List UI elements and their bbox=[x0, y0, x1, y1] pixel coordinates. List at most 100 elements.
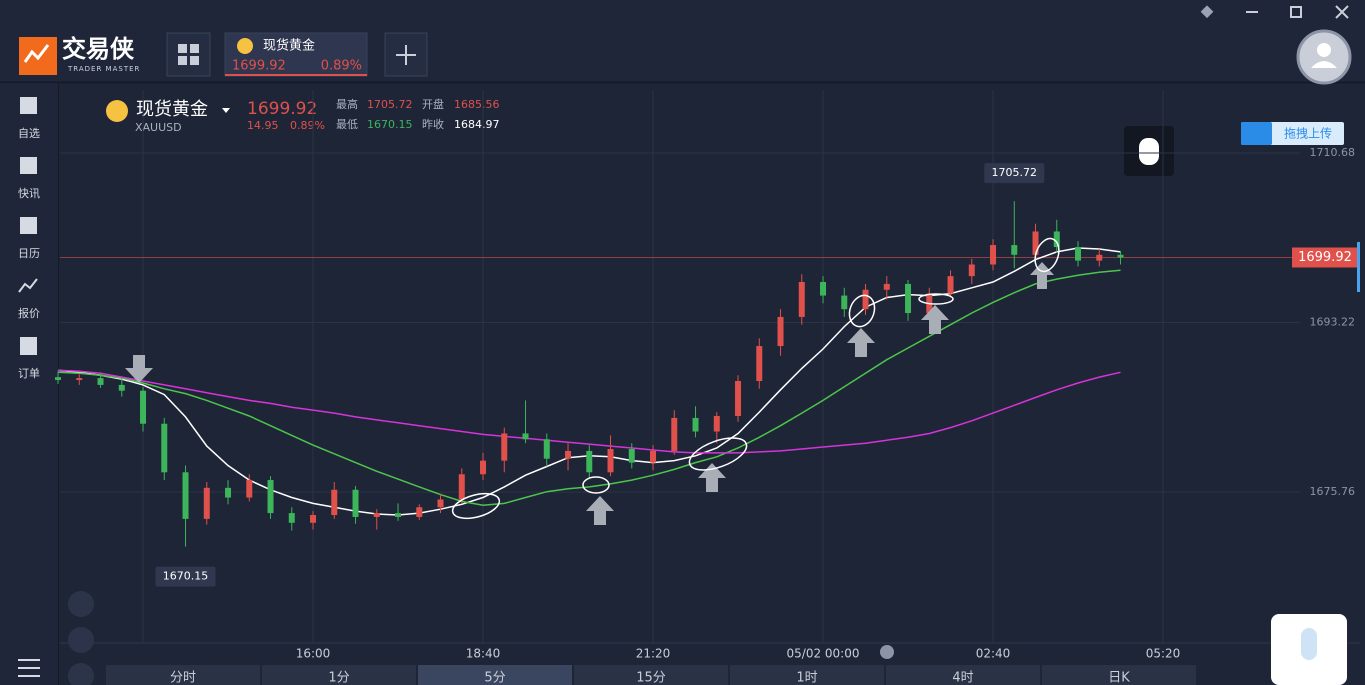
sidebar-label[interactable]: 报价 bbox=[18, 306, 40, 320]
period-label[interactable]: 15分 bbox=[636, 671, 666, 685]
annotation-ellipses bbox=[451, 237, 1060, 520]
candle-body bbox=[1032, 231, 1039, 255]
change-percent: 0.89% bbox=[290, 119, 325, 132]
x-tick-label: 18:40 bbox=[466, 647, 501, 661]
avatar-head bbox=[1317, 43, 1331, 57]
high-value: 1705.72 bbox=[367, 98, 413, 111]
candle-body bbox=[607, 448, 614, 473]
candle-body bbox=[756, 346, 763, 382]
prev-close-value: 1684.97 bbox=[454, 118, 500, 131]
sidebar-label[interactable]: 日历 bbox=[18, 247, 40, 260]
candle-body bbox=[1075, 247, 1082, 261]
period-label[interactable]: 1分 bbox=[328, 671, 349, 685]
change: 14.95 bbox=[247, 119, 279, 132]
low-marker-label: 1670.15 bbox=[163, 570, 209, 583]
x-tick-label: 05:20 bbox=[1146, 647, 1181, 661]
sidebar-icons bbox=[18, 97, 38, 355]
mic-icon bbox=[1301, 628, 1317, 660]
symbol-name[interactable]: 现货黄金 bbox=[136, 99, 208, 120]
gold-icon bbox=[106, 100, 128, 122]
period-tab[interactable] bbox=[106, 665, 260, 685]
sidebar bbox=[0, 83, 58, 685]
upload-label[interactable]: 拖拽上传 bbox=[1284, 126, 1332, 141]
mouse-icon bbox=[1139, 138, 1159, 165]
close-button[interactable] bbox=[1335, 5, 1349, 19]
high-marker bbox=[984, 163, 1045, 184]
candle-body bbox=[862, 289, 869, 310]
candle-body bbox=[203, 487, 210, 519]
y-tick-label: 1675.76 bbox=[1310, 485, 1356, 498]
candle-body bbox=[458, 474, 465, 500]
candle-body bbox=[395, 513, 402, 517]
tool-button[interactable] bbox=[68, 591, 94, 617]
label: 最高 bbox=[336, 97, 358, 111]
sidebar-label[interactable]: 订单 bbox=[18, 367, 40, 380]
period-label[interactable]: 1时 bbox=[796, 671, 817, 685]
period-tab[interactable] bbox=[418, 665, 572, 685]
candle-body bbox=[1096, 254, 1103, 261]
scroll-handle[interactable] bbox=[880, 645, 894, 659]
period-tab[interactable] bbox=[262, 665, 416, 685]
x-tick-label: 21:20 bbox=[636, 647, 671, 661]
candle-body bbox=[246, 480, 253, 498]
tool-button[interactable] bbox=[68, 627, 94, 653]
candle-body bbox=[1117, 254, 1124, 258]
annotations bbox=[125, 262, 1054, 525]
tab-change: 0.89% bbox=[321, 59, 362, 74]
sidebar-label[interactable]: 快讯 bbox=[18, 187, 40, 200]
period-tab[interactable] bbox=[574, 665, 728, 685]
moving-average-line bbox=[57, 269, 1121, 507]
sidebar-label[interactable]: 自选 bbox=[18, 127, 40, 140]
x-tick-label: 02:40 bbox=[976, 647, 1011, 661]
upload-icon bbox=[1241, 122, 1272, 145]
period-tab[interactable] bbox=[1042, 665, 1196, 685]
candle-body bbox=[1053, 231, 1060, 248]
period-label[interactable]: 分时 bbox=[170, 671, 196, 685]
period-label[interactable]: 5分 bbox=[484, 671, 505, 685]
symbol-code: XAUUSD bbox=[135, 121, 182, 134]
candle-body bbox=[225, 487, 232, 498]
period-tab[interactable] bbox=[886, 665, 1040, 685]
period-tab[interactable] bbox=[730, 665, 884, 685]
x-tick-label: 05/02 00:00 bbox=[787, 647, 860, 661]
layout-button[interactable] bbox=[166, 32, 211, 77]
moving-average-line bbox=[57, 369, 1121, 454]
candle-body bbox=[883, 283, 890, 290]
tab-name: 现货黄金 bbox=[263, 38, 315, 54]
candle-body bbox=[501, 433, 508, 461]
dropdown-arrow[interactable] bbox=[222, 108, 230, 113]
high-marker-label: 1705.72 bbox=[992, 166, 1038, 179]
candle-body bbox=[182, 472, 189, 519]
tool-button[interactable] bbox=[68, 663, 94, 685]
logo-sub: TRADER MASTER bbox=[67, 65, 140, 73]
candle-body bbox=[480, 460, 487, 475]
period-label[interactable]: 4时 bbox=[952, 671, 973, 685]
plot-area: 16:00 18:40 21:20 05/02 00:00 02:40 05:20 1675… bbox=[55, 90, 1360, 661]
candle-body bbox=[543, 439, 550, 459]
menu-icon[interactable] bbox=[18, 659, 40, 677]
candle-body bbox=[565, 450, 572, 459]
candle-body bbox=[373, 513, 380, 517]
candle-body bbox=[650, 450, 657, 463]
last-price: 1699.92 bbox=[247, 99, 317, 119]
candle-body bbox=[777, 316, 784, 347]
scroll-bar bbox=[1357, 242, 1360, 292]
candle-body bbox=[352, 489, 359, 517]
restore-button[interactable] bbox=[1290, 6, 1302, 18]
candle-body bbox=[820, 281, 827, 296]
gold-icon bbox=[237, 38, 253, 54]
candle-body bbox=[118, 384, 125, 391]
avatar-body bbox=[1311, 61, 1337, 68]
y-tick-label: 1710.68 bbox=[1310, 146, 1356, 159]
candle-body bbox=[841, 295, 848, 310]
grid-icon bbox=[178, 44, 199, 65]
candle-body bbox=[990, 245, 997, 265]
candle-body bbox=[628, 448, 635, 463]
period-label[interactable]: 日K bbox=[1108, 671, 1130, 685]
label: 开盘 bbox=[422, 97, 444, 111]
candle-body bbox=[947, 276, 954, 294]
price-tag bbox=[1292, 247, 1358, 268]
tab-price: 1699.92 bbox=[232, 59, 286, 74]
